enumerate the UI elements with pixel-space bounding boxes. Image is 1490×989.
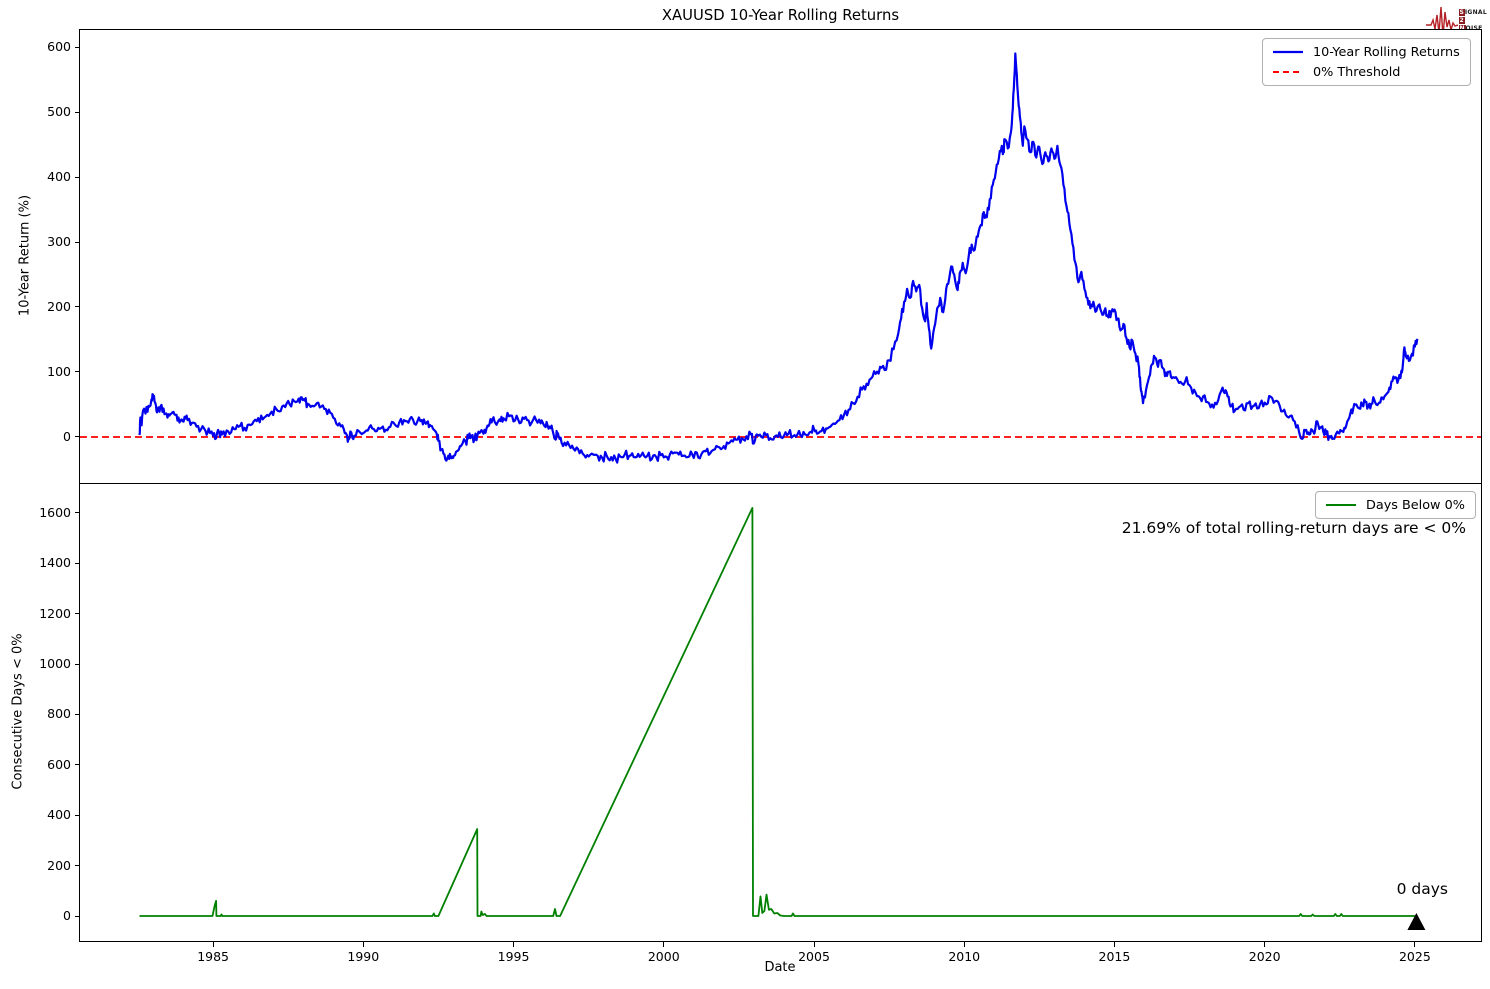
zero-days-marker-icon bbox=[1407, 913, 1426, 931]
y-tick-label: 600 bbox=[47, 39, 71, 55]
y-tick-mark bbox=[75, 865, 80, 867]
logo-letters: IGNAL bbox=[1464, 8, 1487, 16]
logo-boxed-letter: S bbox=[1458, 8, 1465, 16]
y-tick-label: 200 bbox=[47, 857, 71, 873]
blue-line-swatch-icon bbox=[1273, 50, 1303, 54]
y-tick-mark bbox=[75, 613, 80, 615]
legend-entry-threshold: 0% Threshold bbox=[1272, 65, 1460, 80]
y-tick-mark bbox=[75, 915, 80, 917]
y-tick-mark bbox=[75, 562, 80, 564]
series-line bbox=[139, 506, 1418, 917]
x-tick-mark bbox=[513, 942, 515, 947]
x-tick-label: 2000 bbox=[647, 949, 680, 964]
logo-boxed-letter: 2 bbox=[1458, 16, 1465, 24]
y-tick-label: 400 bbox=[47, 169, 71, 184]
y-tick-label: 600 bbox=[47, 756, 71, 772]
legend-entry-days-below: Days Below 0% bbox=[1325, 498, 1465, 513]
x-tick-mark bbox=[362, 942, 364, 947]
chart-title: XAUUSD 10-Year Rolling Returns bbox=[661, 7, 900, 24]
x-tick-label: 2015 bbox=[1098, 949, 1131, 964]
y-tick-mark bbox=[75, 764, 80, 766]
legend-label: 10-Year Rolling Returns bbox=[1313, 44, 1460, 60]
x-tick-mark bbox=[212, 942, 214, 947]
bottom-legend: Days Below 0% bbox=[1315, 491, 1476, 519]
bottom-y-axis-label: Consecutive Days < 0% bbox=[10, 633, 26, 790]
y-tick-mark bbox=[75, 371, 80, 373]
y-tick-mark bbox=[75, 306, 80, 308]
y-tick-label: 300 bbox=[47, 234, 71, 249]
x-tick-label: 1995 bbox=[497, 949, 530, 964]
y-tick-mark bbox=[75, 111, 80, 113]
x-tick-mark bbox=[1264, 942, 1266, 947]
y-tick-label: 100 bbox=[47, 363, 71, 379]
y-tick-label: 800 bbox=[47, 706, 71, 722]
percent-annotation: 21.69% of total rolling-return days are … bbox=[1121, 519, 1466, 537]
y-tick-mark bbox=[75, 713, 80, 715]
legend-label: Days Below 0% bbox=[1366, 497, 1465, 513]
x-tick-label: 2025 bbox=[1398, 949, 1431, 964]
y-tick-label: 400 bbox=[47, 807, 71, 823]
y-tick-label: 0 bbox=[63, 908, 71, 923]
x-tick-mark bbox=[1113, 942, 1115, 947]
y-tick-mark bbox=[75, 663, 80, 665]
top-chart-plot-area bbox=[79, 29, 1482, 484]
x-axis-label: Date bbox=[764, 960, 796, 975]
y-tick-label: 0 bbox=[63, 428, 71, 444]
y-tick-label: 1600 bbox=[39, 504, 71, 520]
x-tick-label: 2020 bbox=[1248, 949, 1281, 964]
x-tick-label: 1990 bbox=[347, 949, 380, 964]
y-tick-mark bbox=[75, 436, 80, 438]
x-tick-mark bbox=[1414, 942, 1416, 947]
x-tick-label: 2010 bbox=[948, 949, 981, 964]
logo-letters: OISE bbox=[1465, 24, 1483, 32]
logo-text: S IGNAL 2 N OISE bbox=[1458, 8, 1487, 32]
y-tick-label: 1000 bbox=[39, 656, 71, 672]
y-tick-mark bbox=[75, 814, 80, 816]
y-tick-mark bbox=[75, 512, 80, 514]
x-tick-mark bbox=[963, 942, 965, 947]
zero-days-label: 0 days bbox=[1396, 880, 1448, 898]
y-tick-label: 1400 bbox=[39, 555, 71, 571]
green-line-swatch-icon bbox=[1326, 504, 1356, 506]
y-tick-label: 200 bbox=[47, 298, 71, 314]
logo-boxed-letter: N bbox=[1458, 24, 1466, 32]
series-line bbox=[138, 52, 1419, 464]
legend-label: 0% Threshold bbox=[1313, 64, 1401, 80]
x-tick-label: 1985 bbox=[197, 949, 229, 964]
top-y-axis-label: 10-Year Return (%) bbox=[17, 194, 33, 317]
top-legend: 10-Year Rolling Returns 0% Threshold bbox=[1262, 38, 1471, 86]
y-tick-mark bbox=[75, 241, 80, 243]
red-dashed-swatch-icon bbox=[1273, 71, 1303, 73]
y-tick-label: 500 bbox=[47, 104, 71, 120]
legend-entry-rolling-returns: 10-Year Rolling Returns bbox=[1272, 45, 1460, 60]
y-tick-mark bbox=[75, 46, 80, 48]
x-tick-mark bbox=[663, 942, 665, 947]
y-tick-label: 1200 bbox=[39, 605, 71, 621]
x-tick-mark bbox=[813, 942, 815, 947]
bottom-chart-plot-area bbox=[79, 483, 1482, 942]
y-tick-mark bbox=[75, 176, 80, 178]
x-tick-label: 2005 bbox=[798, 949, 830, 964]
